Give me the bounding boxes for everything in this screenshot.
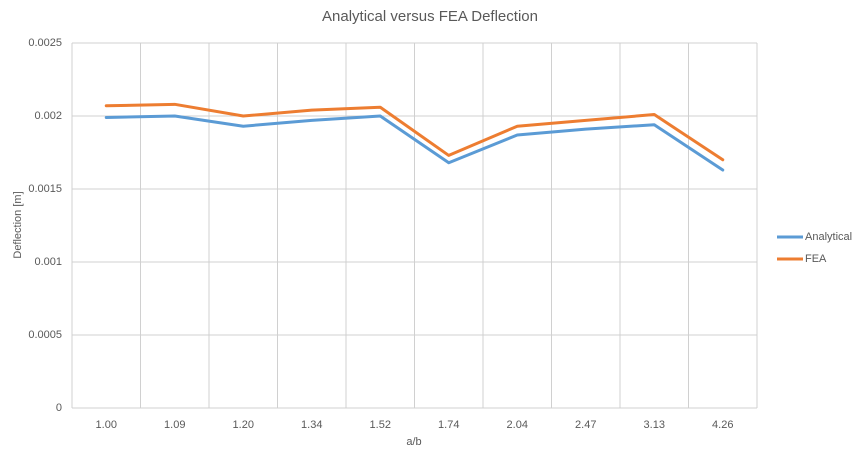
- y-axis-label: Deflection [m]: [12, 191, 24, 258]
- x-tick-label: 1.09: [164, 419, 185, 431]
- x-tick-label: 4.26: [712, 419, 733, 431]
- x-tick-label: 1.74: [438, 419, 459, 431]
- x-tick-label: 2.04: [507, 419, 528, 431]
- y-tick-label: 0.0005: [28, 329, 62, 341]
- series-line: [104, 114, 725, 172]
- y-tick-label: 0.0015: [28, 183, 62, 195]
- y-tick-label: 0.001: [34, 256, 62, 268]
- x-tick-label: 3.13: [644, 419, 665, 431]
- x-tick-label: 2.47: [575, 419, 596, 431]
- y-tick-label: 0.0025: [28, 37, 62, 49]
- series-line: [104, 102, 725, 162]
- legend-label: Analytical: [805, 231, 852, 243]
- x-tick-label: 1.52: [370, 419, 391, 431]
- legend-label: FEA: [805, 253, 827, 265]
- x-axis-label: a/b: [406, 436, 421, 448]
- y-tick-label: 0: [56, 402, 62, 414]
- x-tick-label: 1.34: [301, 419, 322, 431]
- x-tick-label: 1.20: [233, 419, 254, 431]
- y-tick-label: 0.002: [34, 110, 62, 122]
- x-tick-label: 1.00: [96, 419, 117, 431]
- chart-title: Analytical versus FEA Deflection: [322, 8, 538, 25]
